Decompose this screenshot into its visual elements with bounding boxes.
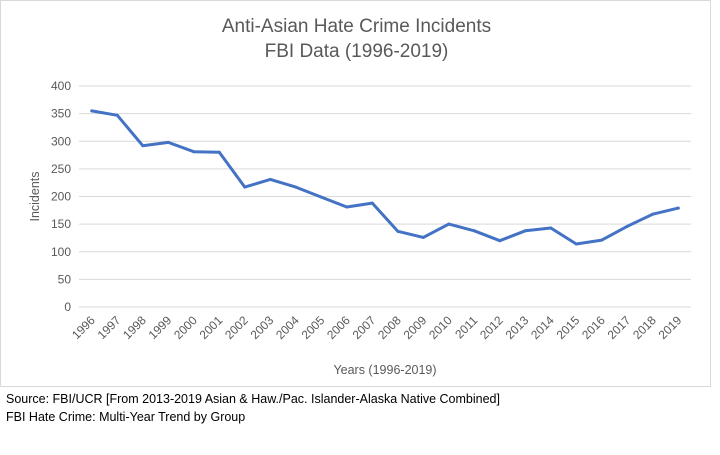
data-point bbox=[217, 150, 221, 154]
data-point bbox=[396, 229, 400, 233]
y-tick-label: 0 bbox=[64, 300, 71, 314]
data-point bbox=[574, 242, 578, 246]
series-line-0 bbox=[90, 109, 680, 246]
chart-frame: Anti-Asian Hate Crime Incidents FBI Data… bbox=[0, 0, 711, 387]
x-tick-label: 2016 bbox=[579, 313, 608, 342]
chart-title: Anti-Asian Hate Crime Incidents bbox=[221, 16, 492, 37]
y-tick-label: 400 bbox=[51, 79, 71, 93]
data-point bbox=[345, 205, 349, 209]
x-tick-label: 1996 bbox=[69, 313, 98, 342]
x-axis-title: Years (1996-2019) bbox=[333, 363, 436, 377]
x-tick-label: 2010 bbox=[426, 313, 455, 342]
x-tick-label: 2004 bbox=[273, 313, 302, 342]
y-tick-label: 300 bbox=[51, 134, 71, 148]
y-axis-title: Incidents bbox=[28, 171, 42, 221]
data-point bbox=[192, 150, 196, 154]
y-tick-label: 200 bbox=[51, 190, 71, 204]
trend-footnote: FBI Hate Crime: Multi-Year Trend by Grou… bbox=[6, 410, 246, 424]
data-point bbox=[549, 226, 553, 230]
x-tick-label: 2019 bbox=[656, 313, 685, 342]
data-point bbox=[319, 195, 323, 199]
x-tick-label: 2006 bbox=[324, 313, 353, 342]
data-point bbox=[498, 239, 502, 243]
x-tick-label: 1999 bbox=[146, 313, 175, 342]
line-chart: 0 50 100 150 200 250 300 350 400 1996199719981999… bbox=[28, 79, 691, 377]
x-tick-label: 2005 bbox=[299, 313, 328, 342]
x-tick-label: 2000 bbox=[171, 313, 200, 342]
x-tick-label: 2017 bbox=[605, 313, 634, 342]
x-tick-label: 2008 bbox=[375, 313, 404, 342]
x-tick-label: 2002 bbox=[222, 313, 251, 342]
data-point bbox=[421, 235, 425, 239]
data-point bbox=[625, 224, 629, 228]
data-point bbox=[676, 206, 680, 210]
data-point bbox=[447, 222, 451, 226]
x-tick-label: 2013 bbox=[503, 313, 532, 342]
y-tick-label: 250 bbox=[51, 162, 71, 176]
data-point bbox=[651, 212, 655, 216]
x-tick-label: 2011 bbox=[452, 313, 480, 341]
data-point bbox=[115, 113, 119, 117]
data-point bbox=[523, 229, 527, 233]
data-point bbox=[243, 185, 247, 189]
y-tick-label: 350 bbox=[51, 107, 71, 121]
x-tick-label: 2014 bbox=[528, 313, 557, 342]
source-footnote: Source: FBI/UCR [From 2013-2019 Asian & … bbox=[6, 392, 500, 406]
y-tick-label: 50 bbox=[58, 272, 72, 286]
data-point bbox=[370, 201, 374, 205]
data-point bbox=[268, 177, 272, 181]
data-point bbox=[600, 238, 604, 242]
y-tick-label: 100 bbox=[51, 245, 71, 259]
x-tick-label: 2018 bbox=[630, 313, 659, 342]
data-point bbox=[472, 229, 476, 233]
y-tick-label: 150 bbox=[51, 217, 71, 231]
x-tick-label: 1998 bbox=[120, 313, 149, 342]
data-point bbox=[90, 109, 94, 113]
x-tick-label: 2001 bbox=[197, 313, 226, 342]
x-tick-label: 2007 bbox=[350, 313, 379, 342]
x-tick-label: 2015 bbox=[554, 313, 583, 342]
data-point bbox=[294, 185, 298, 189]
x-tick-label: 2009 bbox=[401, 313, 430, 342]
data-point bbox=[141, 144, 145, 148]
data-point bbox=[166, 140, 170, 144]
x-tick-label: 2012 bbox=[477, 313, 506, 342]
chart-subtitle: FBI Data (1996-2019) bbox=[264, 41, 449, 62]
x-tick-label: 2003 bbox=[248, 313, 277, 342]
x-tick-label: 1997 bbox=[95, 313, 124, 342]
